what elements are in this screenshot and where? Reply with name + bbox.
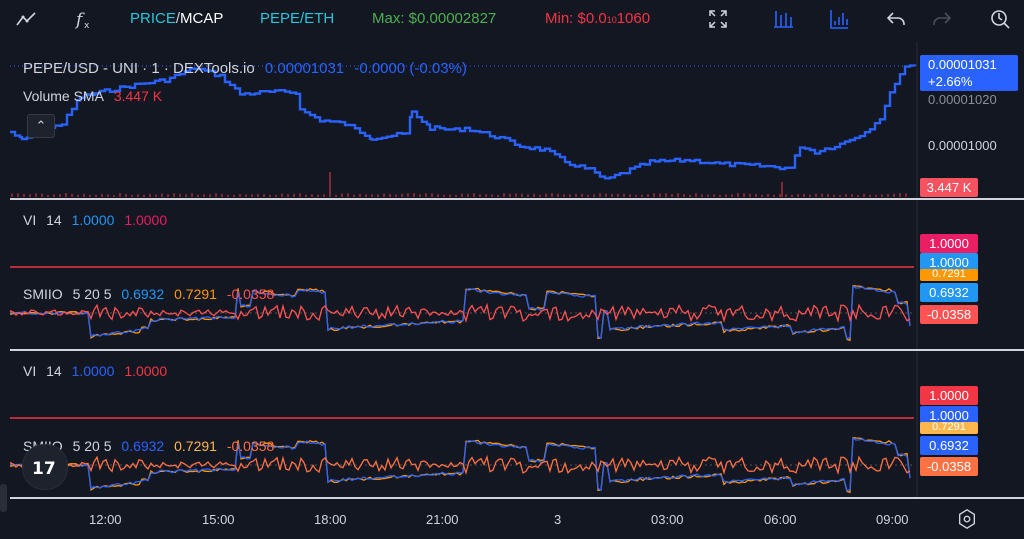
candles-icon[interactable]	[771, 7, 795, 31]
time-label: 03:00	[651, 512, 684, 527]
tradingview-logo[interactable]: 17	[22, 444, 68, 490]
line-chart-type-icon[interactable]	[14, 7, 38, 31]
smiio-oscillator-1	[9, 302, 911, 324]
redo-icon[interactable]	[930, 7, 954, 31]
vi-legend-2: VI 14 1.0000 1.0000	[23, 363, 173, 379]
smiio-v2-2: 0.7291	[174, 438, 217, 454]
time-label: 09:00	[876, 512, 909, 527]
smiio-v3-2: -0.0358	[226, 438, 275, 454]
main-legend: PEPE/USD - UNI · 1 · DEXTools.io 0.00001…	[23, 60, 473, 77]
smiio-oscillator-2	[9, 454, 911, 476]
pair-toggle-button[interactable]: PEPE/ETH	[260, 10, 335, 27]
volume-sma-label: Volume SMA	[23, 88, 104, 104]
chart-area[interactable]: PEPE/USD - UNI · 1 · DEXTools.io 0.00001…	[0, 42, 1024, 539]
smiio-pill-osc-1: -0.0358	[920, 305, 978, 324]
min-price-label: Min: $0.0101060	[545, 8, 650, 30]
smiio-legend-1: SMIIO 5 20 5 0.6932 0.7291 -0.0358	[23, 286, 280, 302]
price-axis-label-1: 0.00001020	[928, 92, 997, 107]
chart-canvas[interactable]	[0, 42, 1024, 539]
chevron-up-icon: ⌃	[35, 118, 47, 133]
vi-pill-minus-1: 1.0000	[920, 234, 978, 253]
smiio-signal-line-1	[9, 284, 911, 342]
pane-separator-2[interactable]	[10, 349, 1024, 351]
smiio-pill-osc-2: -0.0358	[920, 457, 978, 476]
vi-period-1: 14	[46, 212, 62, 228]
price-line	[10, 64, 917, 180]
smiio-line-1	[9, 285, 911, 340]
max-price-label: Max: $0.00002827	[372, 10, 497, 27]
time-label: 18:00	[314, 512, 347, 527]
smiio-params-1: 5 20 5	[72, 286, 112, 302]
search-zoom-icon[interactable]	[988, 7, 1012, 31]
mcap-toggle-label[interactable]: MCAP	[180, 10, 224, 27]
last-price: 0.00001031	[264, 60, 345, 77]
vi-legend-1: VI 14 1.0000 1.0000	[23, 212, 173, 228]
smiio-v3-1: -0.0358	[226, 286, 275, 302]
svg-text:f: f	[74, 10, 85, 30]
toggle-slash: /	[175, 10, 181, 27]
vi-plus-value-2: 1.0000	[71, 363, 115, 379]
undo-icon[interactable]	[884, 7, 908, 31]
volume-sma-value: 3.447 K	[113, 88, 163, 104]
volume-pill: 3.447 K	[920, 178, 978, 197]
smiio-params-2: 5 20 5	[72, 438, 112, 454]
price-pill: 0.00001031 +2.66%	[920, 55, 1018, 91]
smiio-pill-main-1: 0.6932	[920, 283, 978, 302]
min-price-prefix: Min: $0.0	[545, 10, 607, 27]
smiio-name-1: SMIIO	[23, 286, 63, 302]
price-pill-value: 0.00001031	[928, 57, 997, 72]
chart-settings-icon[interactable]	[956, 508, 978, 530]
vi-pill-minus-2: 1.0000	[920, 386, 978, 405]
pane-separator-3[interactable]	[10, 497, 1024, 499]
collapse-chevron-button[interactable]: ⌃	[27, 114, 55, 138]
time-label: 06:00	[764, 512, 797, 527]
pane-separator-1[interactable]	[10, 198, 1024, 200]
vi-name-1: VI	[23, 212, 37, 228]
time-label: 21:00	[426, 512, 459, 527]
vi-period-2: 14	[46, 363, 62, 379]
vi-pill-plus-2: 1.0000	[920, 406, 978, 425]
time-label: 15:00	[202, 512, 235, 527]
min-price-subscript: 10	[606, 15, 617, 25]
time-label: 3	[554, 512, 562, 527]
svg-text:x: x	[84, 21, 90, 31]
price-pill-pct: +2.66%	[928, 74, 973, 89]
symbol-title: PEPE/USD - UNI · 1 · DEXTools.io	[23, 60, 255, 77]
volume-legend: Volume SMA 3.447 K	[23, 88, 168, 104]
vi-minus-value-1: 1.0000	[124, 212, 168, 228]
smiio-line-2	[9, 437, 911, 492]
vi-pill-plus-1: 1.0000	[920, 253, 978, 272]
left-scroll-handle	[0, 484, 7, 512]
price-change: -0.0000 (-0.03%)	[354, 60, 467, 77]
price-toggle-label[interactable]: PRICE	[130, 10, 176, 27]
fullscreen-icon[interactable]	[706, 7, 730, 31]
time-axis[interactable]: 12:00 15:00 18:00 21:00 3 03:00 06:00 09…	[0, 500, 1024, 539]
smiio-pill-main-2: 0.6932	[920, 436, 978, 455]
smiio-pill-signal-1: 0.7291	[920, 269, 978, 281]
smiio-signal-line-2	[9, 436, 911, 494]
price-axis-label-2: 0.00001000	[928, 138, 997, 153]
smiio-pill-signal-2: 0.7291	[920, 422, 978, 434]
volume-bars	[11, 172, 907, 197]
vi-plus-value-1: 1.0000	[71, 212, 115, 228]
time-label: 12:00	[89, 512, 122, 527]
vi-minus-value-2: 1.0000	[124, 363, 168, 379]
vi-name-2: VI	[23, 363, 37, 379]
min-price-tail: 1060	[616, 10, 651, 27]
price-mcap-toggle[interactable]: PRICE/MCAP	[130, 8, 223, 30]
svg-text:17: 17	[32, 459, 56, 479]
smiio-v1-1: 0.6932	[121, 286, 165, 302]
smiio-v2-1: 0.7291	[174, 286, 217, 302]
bars-icon[interactable]	[827, 7, 851, 31]
smiio-v1-2: 0.6932	[121, 438, 165, 454]
tradingview-logo-icon: 17	[32, 459, 56, 479]
